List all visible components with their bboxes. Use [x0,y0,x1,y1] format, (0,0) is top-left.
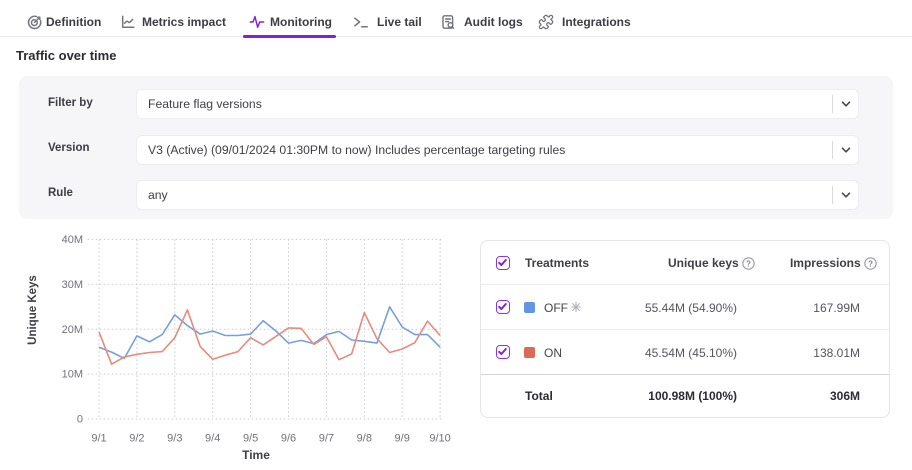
svg-text:9/1: 9/1 [91,433,106,445]
svg-text:10M: 10M [62,369,83,381]
svg-text:9/3: 9/3 [167,433,182,445]
svg-text:9/9: 9/9 [395,433,410,445]
svg-text:9/6: 9/6 [281,433,296,445]
svg-text:9/8: 9/8 [357,433,372,445]
svg-text:30M: 30M [62,279,83,291]
svg-text:40M: 40M [62,234,83,246]
svg-text:20M: 20M [62,324,83,336]
svg-text:9/5: 9/5 [243,433,258,445]
svg-text:9/2: 9/2 [129,433,144,445]
svg-text:9/7: 9/7 [319,433,334,445]
svg-text:9/4: 9/4 [205,433,220,445]
svg-text:0: 0 [77,414,83,426]
svg-text:Unique Keys: Unique Keys [27,275,39,345]
svg-text:?: ? [746,259,751,268]
svg-text:9/10: 9/10 [429,433,450,445]
svg-text:Time: Time [242,448,270,462]
svg-text:?: ? [868,259,873,268]
